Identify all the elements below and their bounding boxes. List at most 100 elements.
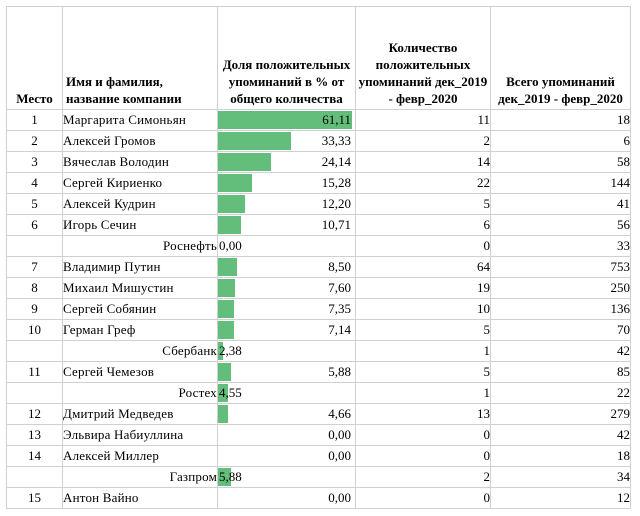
table-body: 1 Маргарита Симоньян 61,11 11 18 2 Алексей Гро…	[6, 109, 631, 509]
rank-cell	[6, 235, 63, 257]
share-cell: 10,71	[217, 214, 356, 236]
rank-cell	[6, 340, 63, 362]
positive-count-cell: 2	[355, 130, 491, 152]
company-row: Роснефть 0,00 0 33	[6, 235, 631, 257]
share-value: 0,00	[328, 490, 351, 505]
rank-cell: 1	[6, 109, 63, 131]
share-value: 4,55	[219, 385, 242, 400]
person-row: 3 Вячеслав Володин 24,14 14 58	[6, 151, 631, 173]
name-cell: Алексей Миллер	[62, 445, 218, 467]
person-row: 10 Герман Греф 7,14 5 70	[6, 319, 631, 341]
header-rank: Место	[6, 6, 63, 110]
name-cell: Эльвира Набиуллина	[62, 424, 218, 446]
header-name: Имя и фамилия, название компании	[62, 6, 218, 110]
rank-cell: 11	[6, 361, 63, 383]
share-value: 5,88	[328, 364, 351, 379]
rank-cell: 10	[6, 319, 63, 341]
total-count-cell: 42	[490, 424, 631, 446]
total-count-cell: 279	[490, 403, 631, 425]
share-cell: 0,00	[217, 487, 356, 509]
total-count-cell: 18	[490, 109, 631, 131]
share-data-bar	[218, 132, 291, 150]
total-count-cell: 41	[490, 193, 631, 215]
person-row: 4 Сергей Кириенко 15,28 22 144	[6, 172, 631, 194]
positive-count-cell: 5	[355, 193, 491, 215]
name-cell: Алексей Громов	[62, 130, 218, 152]
rank-cell: 3	[6, 151, 63, 173]
positive-count-cell: 0	[355, 424, 491, 446]
share-value: 12,20	[321, 196, 351, 211]
name-cell: Сергей Кириенко	[62, 172, 218, 194]
positive-count-cell: 2	[355, 466, 491, 488]
rank-cell: 12	[6, 403, 63, 425]
share-cell: 5,88	[217, 466, 356, 488]
share-value: 7,60	[328, 280, 351, 295]
share-cell: 61,11	[217, 109, 356, 131]
rank-cell: 9	[6, 298, 63, 320]
share-value: 10,71	[321, 217, 351, 232]
name-cell: Вячеслав Володин	[62, 151, 218, 173]
name-cell: Сергей Чемезов	[62, 361, 218, 383]
positive-count-cell: 6	[355, 214, 491, 236]
rank-cell: 5	[6, 193, 63, 215]
total-count-cell: 70	[490, 319, 631, 341]
person-row: 5 Алексей Кудрин 12,20 5 41	[6, 193, 631, 215]
share-value: 4,66	[328, 406, 351, 421]
name-cell: Дмитрий Медведев	[62, 403, 218, 425]
rank-cell: 7	[6, 256, 63, 278]
share-data-bar	[218, 384, 228, 402]
share-cell: 4,66	[217, 403, 356, 425]
share-cell: 15,28	[217, 172, 356, 194]
share-data-bar	[218, 258, 237, 276]
share-cell: 5,88	[217, 361, 356, 383]
share-value: 24,14	[321, 154, 351, 169]
name-cell: Ростех	[62, 382, 218, 404]
share-value: 2,38	[219, 343, 242, 358]
total-count-cell: 56	[490, 214, 631, 236]
positive-count-cell: 5	[355, 361, 491, 383]
share-value: 61,11	[322, 112, 351, 127]
positive-count-cell: 22	[355, 172, 491, 194]
share-cell: 4,55	[217, 382, 356, 404]
company-row: Газпром 5,88 2 34	[6, 466, 631, 488]
positive-count-cell: 0	[355, 445, 491, 467]
positive-count-cell: 19	[355, 277, 491, 299]
positive-count-cell: 13	[355, 403, 491, 425]
share-data-bar	[218, 279, 235, 297]
share-cell: 24,14	[217, 151, 356, 173]
person-row: 13 Эльвира Набиуллина 0,00 0 42	[6, 424, 631, 446]
total-count-cell: 22	[490, 382, 631, 404]
share-value: 7,14	[328, 322, 351, 337]
header-total: Всего упоминаний дек_2019 - февр_2020	[490, 6, 631, 110]
share-data-bar	[218, 342, 223, 360]
total-count-cell: 136	[490, 298, 631, 320]
rank-cell: 4	[6, 172, 63, 194]
name-cell: Антон Вайно	[62, 487, 218, 509]
share-value: 8,50	[328, 259, 351, 274]
person-row: 15 Антон Вайно 0,00 0 12	[6, 487, 631, 509]
ranking-table: Место Имя и фамилия, название компании Д…	[6, 6, 631, 509]
share-data-bar	[218, 195, 245, 213]
header-share: Доля положительных упоминаний в % от общ…	[217, 6, 356, 110]
positive-count-cell: 0	[355, 487, 491, 509]
header-positive: Количество положительных упоминаний дек_…	[355, 6, 491, 110]
name-cell: Газпром	[62, 466, 218, 488]
share-value: 5,88	[219, 469, 242, 484]
share-value: 15,28	[321, 175, 351, 190]
positive-count-cell: 11	[355, 109, 491, 131]
share-data-bar	[218, 363, 231, 381]
share-data-bar	[218, 111, 352, 129]
share-value: 33,33	[321, 133, 351, 148]
positive-count-cell: 14	[355, 151, 491, 173]
share-data-bar	[218, 468, 231, 486]
company-row: Сбербанк 2,38 1 42	[6, 340, 631, 362]
positive-count-cell: 64	[355, 256, 491, 278]
share-cell: 0,00	[217, 424, 356, 446]
positive-count-cell: 1	[355, 340, 491, 362]
rank-cell: 8	[6, 277, 63, 299]
share-cell: 0,00	[217, 235, 356, 257]
share-value: 0,00	[328, 427, 351, 442]
name-cell: Роснефть	[62, 235, 218, 257]
share-cell: 7,35	[217, 298, 356, 320]
share-cell: 8,50	[217, 256, 356, 278]
